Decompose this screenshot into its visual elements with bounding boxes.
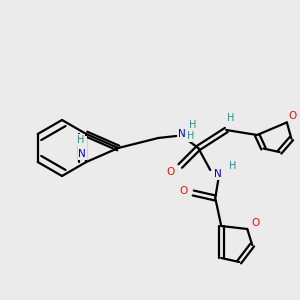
Text: O: O [179,186,188,196]
Text: N: N [78,137,86,147]
Text: H: H [189,120,196,130]
Text: N: N [78,149,86,159]
Text: O: O [289,111,297,122]
Text: H: H [76,135,84,145]
Text: O: O [166,167,174,177]
Text: N: N [178,129,186,139]
Text: H: H [226,113,234,123]
Text: H: H [187,131,194,141]
Text: N: N [214,169,222,179]
Text: H: H [229,161,236,171]
Text: O: O [251,218,260,228]
